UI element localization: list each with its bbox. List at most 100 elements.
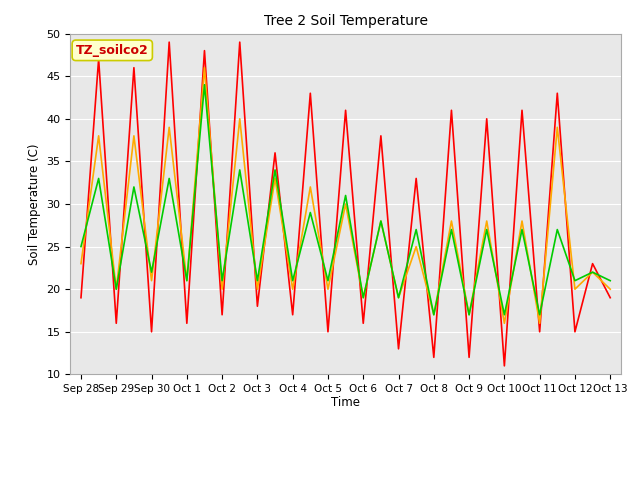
Tree2 -8cm [395,295,403,300]
Tree2 -8cm [271,167,279,173]
Tree2 -4cm [271,176,279,181]
Tree2 -2cm [483,116,491,121]
Tree2 -8cm [183,278,191,284]
Tree2 -8cm [571,278,579,284]
Tree2 -4cm [218,286,226,292]
Tree2 -2cm [536,329,543,335]
Tree2 -8cm [218,278,226,284]
Tree2 -2cm [324,329,332,335]
Line: Tree2 -4cm: Tree2 -4cm [81,68,610,324]
Tree2 -2cm [447,108,455,113]
Tree2 -4cm [342,201,349,207]
Text: TZ_soilco2: TZ_soilco2 [76,44,148,57]
Tree2 -4cm [148,278,156,284]
Tree2 -8cm [289,278,296,284]
Tree2 -8cm [148,269,156,275]
Tree2 -4cm [95,133,102,139]
Tree2 -2cm [165,39,173,45]
Tree2 -4cm [447,218,455,224]
Tree2 -2cm [307,90,314,96]
Tree2 -2cm [571,329,579,335]
Tree2 -8cm [554,227,561,232]
Tree2 -4cm [500,321,508,326]
Tree2 -2cm [271,150,279,156]
Tree2 -8cm [130,184,138,190]
Tree2 -2cm [113,321,120,326]
Tree2 -8cm [324,278,332,284]
Tree2 -2cm [500,363,508,369]
Tree2 -4cm [253,286,261,292]
Tree2 -2cm [148,329,156,335]
Tree2 -2cm [589,261,596,266]
Tree2 -8cm [412,227,420,232]
Tree2 -4cm [377,218,385,224]
Tree2 -8cm [500,312,508,318]
Tree2 -8cm [113,286,120,292]
Tree2 -8cm [465,312,473,318]
Tree2 -4cm [183,278,191,284]
Tree2 -8cm [95,176,102,181]
Tree2 -8cm [606,278,614,284]
Tree2 -4cm [589,269,596,275]
Tree2 -4cm [113,286,120,292]
Tree2 -8cm [307,210,314,216]
Tree2 -2cm [554,90,561,96]
Title: Tree 2 Soil Temperature: Tree 2 Soil Temperature [264,14,428,28]
Tree2 -4cm [200,65,208,71]
Tree2 -8cm [360,295,367,300]
Tree2 -2cm [377,133,385,139]
Tree2 -4cm [395,295,403,300]
Tree2 -8cm [430,312,438,318]
Tree2 -8cm [483,227,491,232]
Tree2 -4cm [324,286,332,292]
Tree2 -8cm [200,82,208,87]
Tree2 -2cm [183,321,191,326]
Tree2 -2cm [289,312,296,318]
Tree2 -8cm [342,192,349,198]
Tree2 -8cm [377,218,385,224]
Tree2 -8cm [236,167,244,173]
Tree2 -4cm [536,321,543,326]
Tree2 -2cm [95,56,102,62]
Tree2 -4cm [360,295,367,300]
Tree2 -2cm [518,108,526,113]
Tree2 -4cm [554,124,561,130]
Tree2 -4cm [465,312,473,318]
Tree2 -8cm [589,269,596,275]
Tree2 -8cm [165,176,173,181]
Line: Tree2 -8cm: Tree2 -8cm [81,84,610,315]
Tree2 -2cm [130,65,138,71]
Tree2 -4cm [77,261,85,266]
Y-axis label: Soil Temperature (C): Soil Temperature (C) [28,143,41,265]
Tree2 -2cm [77,295,85,300]
Tree2 -2cm [342,108,349,113]
Tree2 -8cm [77,244,85,250]
Tree2 -8cm [536,312,543,318]
Tree2 -2cm [200,48,208,54]
Tree2 -4cm [571,286,579,292]
Tree2 -4cm [518,218,526,224]
Tree2 -4cm [412,244,420,250]
Tree2 -4cm [307,184,314,190]
Tree2 -8cm [447,227,455,232]
Tree2 -4cm [165,124,173,130]
Tree2 -2cm [430,354,438,360]
Tree2 -2cm [360,321,367,326]
X-axis label: Time: Time [331,396,360,408]
Tree2 -2cm [218,312,226,318]
Line: Tree2 -2cm: Tree2 -2cm [81,42,610,366]
Tree2 -8cm [253,278,261,284]
Tree2 -4cm [289,286,296,292]
Tree2 -2cm [412,176,420,181]
Tree2 -2cm [395,346,403,352]
Tree2 -2cm [465,354,473,360]
Tree2 -4cm [236,116,244,121]
Tree2 -4cm [483,218,491,224]
Tree2 -2cm [253,303,261,309]
Tree2 -2cm [606,295,614,300]
Tree2 -8cm [518,227,526,232]
Tree2 -4cm [430,312,438,318]
Tree2 -2cm [236,39,244,45]
Tree2 -4cm [130,133,138,139]
Tree2 -4cm [606,286,614,292]
